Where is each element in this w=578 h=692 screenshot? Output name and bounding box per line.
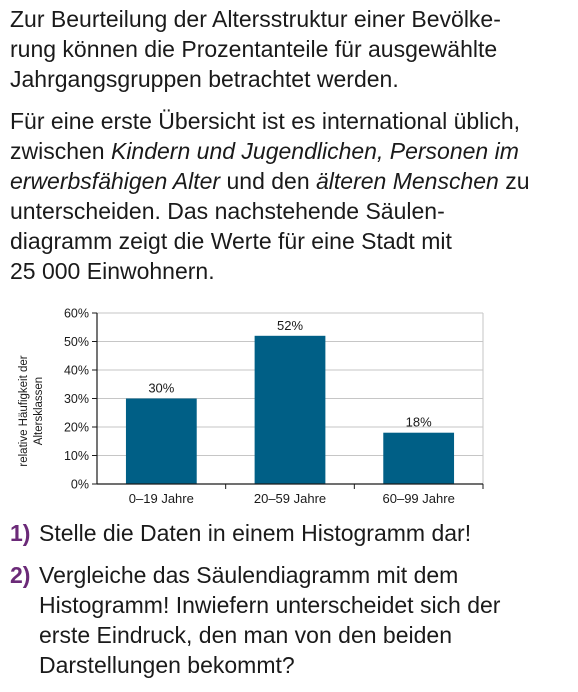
emphasis-term: Kindern und Jugendlichen, Personen im — [110, 138, 519, 164]
text-line: erwerbsfähigen Alter und den älteren Men… — [10, 166, 572, 196]
y-tick-label: 20% — [64, 421, 89, 435]
task-text-line: erste Eindruck, den man von den beiden — [39, 622, 452, 648]
task-text-line: Vergleiche das Säulendiagramm mit dem — [39, 562, 459, 588]
value-labels: 30% 52% 18% — [148, 318, 432, 430]
intro-paragraph-2: Für eine erste Übersicht ist es internat… — [10, 106, 572, 286]
task-text-line: Histogramm! Inwiefern unterscheidet sich… — [39, 592, 501, 618]
text-line: unterscheiden. Das nachstehende Säulen- — [10, 198, 445, 224]
emphasis-term: älteren Menschen — [316, 168, 499, 194]
value-label: 30% — [148, 381, 174, 396]
task-text-line: Darstellungen bekommt? — [39, 652, 295, 678]
bar — [383, 432, 455, 484]
x-tick-label: 60–99 Jahre — [383, 491, 455, 506]
y-tick-label: 60% — [64, 307, 89, 321]
text-segment: zu — [498, 168, 530, 194]
text-segment: zwischen — [10, 138, 111, 164]
intro-paragraph-1: Zur Beurteilung der Altersstruktur einer… — [10, 4, 572, 94]
y-axis-label-line-1: relative Häufigkeit der — [18, 355, 30, 466]
text-line: diagramm zeigt die Werte für eine Stadt … — [10, 228, 452, 254]
bar — [254, 335, 326, 484]
text-line: zwischen Kindern und Jugendlichen, Perso… — [10, 136, 572, 166]
task-number: 2) — [10, 562, 31, 588]
y-tick-label: 30% — [64, 392, 89, 406]
text-line: rung können die Prozentanteile für ausge… — [10, 36, 498, 62]
x-tick-labels: 0–19 Jahre 20–59 Jahre 60–99 Jahre — [129, 491, 455, 506]
y-tick-labels: 0% 10% 20% 30% 40% 50% 60% — [64, 307, 89, 492]
text-line: Jahrgangsgruppen betrachtet werden. — [10, 66, 399, 92]
y-tick-label: 50% — [64, 335, 89, 349]
y-tick-label: 0% — [71, 478, 89, 492]
bar-chart: 30% 52% 18% 0% 10% 20% 30% 40% 50% 60% 0–19 Jahr… — [18, 307, 484, 506]
text-segment: und den — [220, 168, 317, 194]
text-line: Zur Beurteilung der Altersstruktur einer… — [10, 6, 501, 32]
bars — [125, 335, 455, 484]
x-tick-label: 20–59 Jahre — [254, 491, 326, 506]
x-tick-label: 0–19 Jahre — [129, 491, 194, 506]
task-1: 1) Stelle die Daten in einem Histogramm … — [10, 518, 572, 548]
emphasis-term: erwerbsfähigen Alter — [10, 168, 221, 194]
value-label: 52% — [277, 318, 303, 333]
task-number: 1) — [10, 520, 31, 546]
bar — [125, 398, 197, 484]
text-line: Für eine erste Übersicht ist es internat… — [10, 108, 521, 134]
text-line: 25 000 Einwohnern. — [10, 258, 215, 284]
y-tick-label: 10% — [64, 449, 89, 463]
task-2: 2) Vergleiche das Säulendiagramm mit dem… — [10, 560, 572, 680]
task-text-line: Stelle die Daten in einem Histogramm dar… — [39, 520, 472, 546]
value-label: 18% — [406, 415, 432, 430]
y-axis-label-line-2: Altersklassen — [33, 377, 45, 445]
y-tick-label: 40% — [64, 364, 89, 378]
axes — [92, 312, 484, 489]
